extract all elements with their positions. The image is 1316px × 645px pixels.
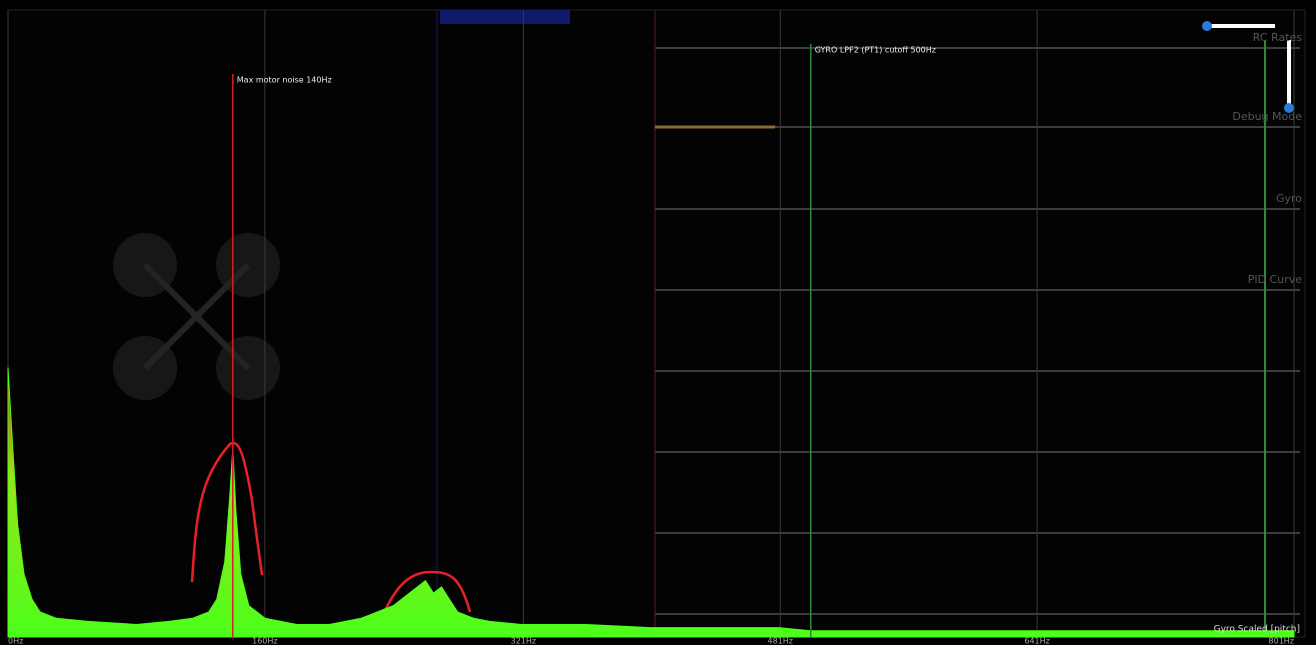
marker-label: Max motor noise 140Hz <box>237 76 332 85</box>
x-tick-label: 0Hz <box>8 637 23 645</box>
zoom-slider-h[interactable] <box>1205 24 1275 28</box>
page: 0Hz 160Hz 321Hz 481Hz 641Hz 801Hz Max motor no… <box>0 0 1316 645</box>
spectrum-analyser: 0Hz 160Hz 321Hz 481Hz 641Hz 801Hz Max motor no… <box>0 0 1316 645</box>
x-tick-label: 801Hz <box>1269 637 1294 645</box>
side-menu-label: Gyro <box>1276 192 1302 205</box>
zoom-slider-v[interactable] <box>1287 40 1291 106</box>
side-menu-label: Debug Mode <box>1232 110 1302 123</box>
x-tick-label: 160Hz <box>252 637 277 645</box>
side-menu-label: PID Curve <box>1248 273 1303 286</box>
side-menu-label: RC Rates <box>1253 31 1302 44</box>
graph-tab[interactable] <box>440 10 570 24</box>
x-tick-label: 481Hz <box>768 637 793 645</box>
zoom-handle-h[interactable] <box>1202 21 1212 31</box>
x-tick-label: 641Hz <box>1024 637 1049 645</box>
x-tick-label: 321Hz <box>511 637 536 645</box>
axis-label: Gyro Scaled [pitch] <box>1214 625 1300 635</box>
marker-label: GYRO LPF2 (PT1) cutoff 500Hz <box>815 46 936 55</box>
